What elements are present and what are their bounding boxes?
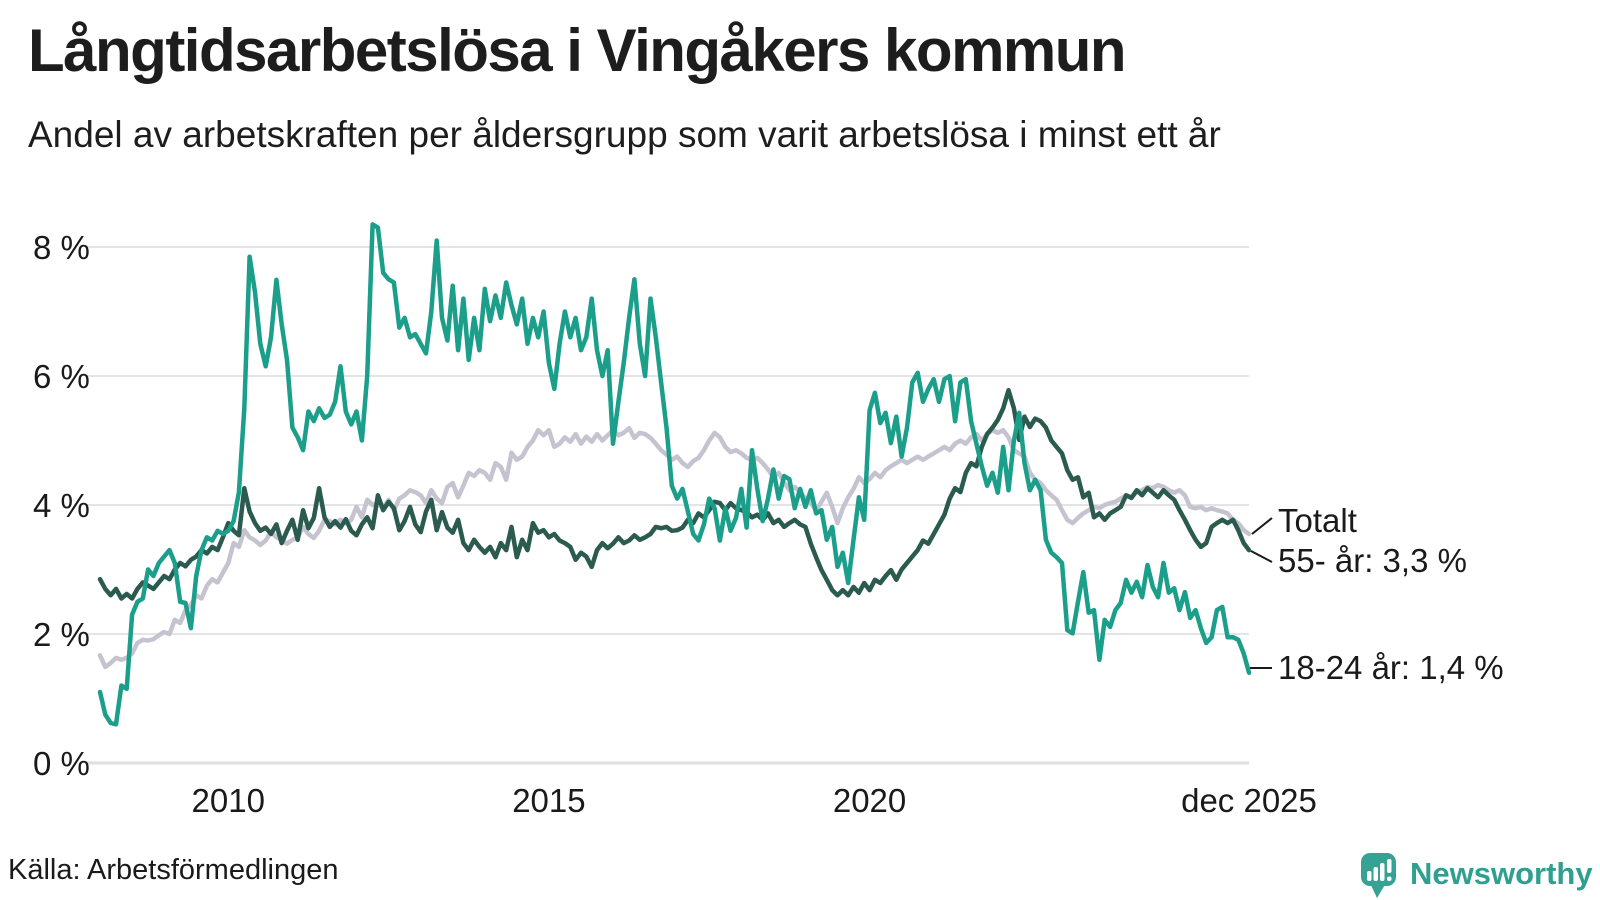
- x-axis-tick-label: dec 2025: [1181, 782, 1317, 819]
- brand-name: Newsworthy: [1410, 856, 1593, 891]
- y-axis-tick-label: 0 %: [33, 745, 90, 782]
- series-end-label: 55- år: 3,3 %: [1278, 542, 1467, 579]
- y-axis-tick-label: 2 %: [33, 616, 90, 653]
- newsworthy-logo-icon: [1361, 853, 1396, 898]
- source-note: Källa: Arbetsförmedlingen: [8, 854, 339, 886]
- x-axis-tick-label: 2015: [512, 782, 585, 819]
- page-title: Långtidsarbetslösa i Vingåkers kommun: [28, 17, 1127, 84]
- series-end-label: Totalt: [1278, 502, 1357, 539]
- line-series-55-r: [97, 387, 1252, 601]
- x-axis-tick-label: 2010: [192, 782, 265, 819]
- series-end-label: 18-24 år: 1,4 %: [1278, 649, 1504, 686]
- y-axis-tick-label: 8 %: [33, 229, 90, 266]
- annotation-leader-line: [1251, 517, 1273, 535]
- line-series-18-24r: [97, 222, 1252, 727]
- x-axis-tick-label: 2020: [833, 782, 906, 819]
- y-axis-tick-label: 4 %: [33, 487, 90, 524]
- y-axis-tick-label: 6 %: [33, 358, 90, 395]
- annotation-leader-line: [1250, 550, 1273, 563]
- line-series-Totalt: [97, 425, 1252, 670]
- brand-footer: Newsworthy: [1360, 852, 1593, 900]
- page-subtitle: Andel av arbetskraften per åldersgrupp s…: [28, 114, 1221, 155]
